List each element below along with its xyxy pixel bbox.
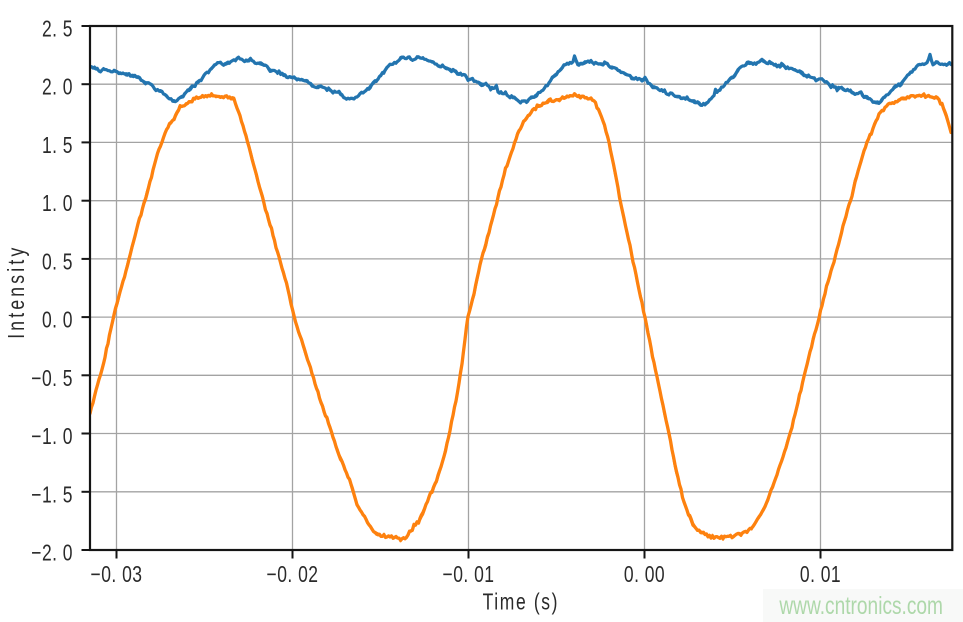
svg-text:−2. 0: −2. 0 — [31, 541, 73, 566]
svg-text:0. 01: 0. 01 — [800, 563, 841, 588]
svg-text:Intensity: Intensity — [5, 245, 30, 339]
svg-text:−0. 01: −0. 01 — [443, 563, 495, 588]
svg-text:−0. 5: −0. 5 — [31, 367, 73, 392]
svg-text:0. 5: 0. 5 — [42, 250, 73, 275]
svg-text:1. 5: 1. 5 — [42, 134, 73, 159]
svg-text:−1. 0: −1. 0 — [31, 425, 73, 450]
svg-text:2. 5: 2. 5 — [42, 17, 73, 42]
svg-text:1. 0: 1. 0 — [42, 192, 73, 217]
svg-text:0. 0: 0. 0 — [42, 308, 73, 333]
svg-text:2. 0: 2. 0 — [42, 76, 73, 101]
svg-text:0. 00: 0. 00 — [624, 563, 665, 588]
svg-text:www.cntronics.com: www.cntronics.com — [779, 592, 943, 620]
svg-text:−0. 03: −0. 03 — [91, 563, 143, 588]
svg-text:−1. 5: −1. 5 — [31, 483, 73, 508]
svg-text:Time (s): Time (s) — [483, 590, 560, 615]
svg-text:−0. 02: −0. 02 — [267, 563, 319, 588]
